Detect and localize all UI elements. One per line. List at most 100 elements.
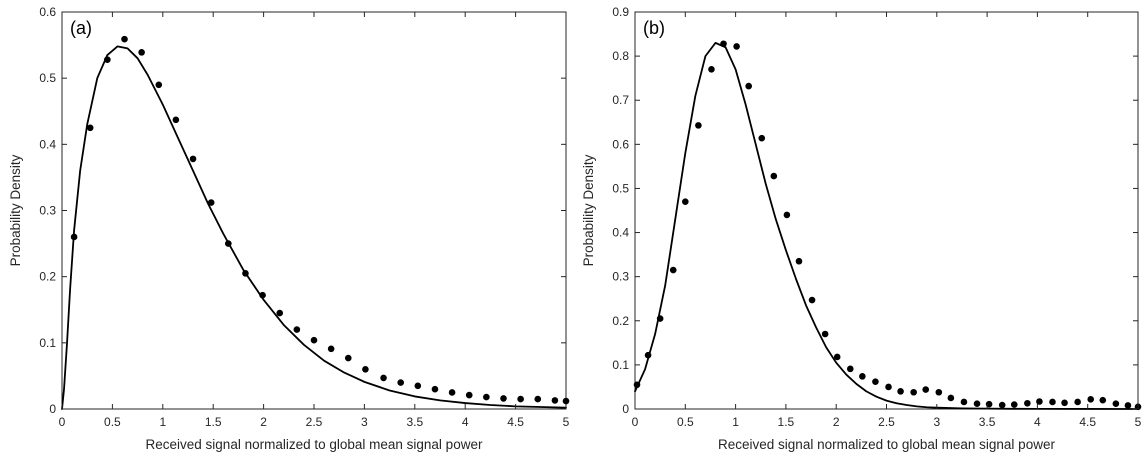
y-axis-label-a: Probability Density [8,154,23,266]
data-point [344,354,352,362]
data-point [551,397,559,404]
x-tick-label: 2.5 [878,415,895,429]
data-point [293,326,301,333]
y-tick-label: 0.1 [612,358,629,372]
data-point [1124,402,1132,409]
x-tick-label: 1 [159,415,166,429]
x-tick-label: 4 [1034,415,1041,429]
x-tick-label: 1.5 [205,415,222,429]
y-tick-label: 0.4 [612,226,629,240]
fit-curve [61,45,567,410]
x-tick-label: 0.5 [104,415,121,429]
data-point [172,116,180,124]
x-tick-label: 5 [563,415,570,429]
data-point [859,373,866,380]
data-point [1010,401,1018,408]
marker-layer-a [70,35,570,405]
x-axis-label-b: Received signal normalized to global mea… [718,437,1055,452]
data-point [1074,398,1081,406]
x-tick-label: 1 [732,415,739,429]
y-tick-label: 0.3 [39,204,56,218]
data-point [669,266,677,274]
data-point [207,199,215,206]
data-point [733,43,740,50]
data-point [758,134,766,142]
curve-layer-b [634,41,1139,410]
data-point [1112,400,1120,408]
x-tick-label: 4 [462,415,469,429]
data-point [682,198,689,205]
data-point [998,401,1006,409]
data-point [708,66,715,73]
plot-area-border [61,11,567,410]
y-tick-label: 0.2 [612,314,629,328]
data-point [770,172,778,180]
data-point [362,366,369,373]
data-point [70,233,78,241]
data-point [1049,398,1056,406]
x-tick-label: 2 [833,415,840,429]
data-point [380,374,387,382]
panel-b: 0 0.5 1 1.5 2 2.5 3 3.5 4 4.5 5 0 0.1 0.2 0.3 0.4 0.5 0.6… [581,5,1142,452]
data-point [846,365,854,373]
data-point [1087,396,1095,403]
data-point [973,400,981,408]
data-point [1036,398,1043,405]
fit-curve [634,41,1139,410]
y-tick-label: 0.8 [612,49,629,63]
data-point [1099,396,1107,404]
x-tick-label: 3.5 [406,415,423,429]
data-point [947,394,955,402]
x-tick-label: 3 [361,415,368,429]
y-tick-label: 0.5 [39,71,56,85]
data-point [656,315,664,322]
data-point [633,381,641,389]
data-point [242,270,249,277]
y-tick-label: 0.6 [612,137,629,151]
data-point [414,382,422,390]
x-tick-label: 1.5 [778,415,795,429]
data-point [795,257,803,265]
panel-a: 0 0.5 1 1.5 2 2.5 3 3.5 4 4.5 5 0 0.1 0.2 0.3 0.4 0.5 0.6… [8,5,570,452]
data-point [534,395,542,403]
x-tick-label: 0 [632,415,639,429]
curve-layer-a [61,45,567,410]
data-point [897,388,904,395]
tick-layer-a: 0 0.5 1 1.5 2 2.5 3 3.5 4 4.5 5 0 0.1 0.2 0.3 0.4 0.5 0.6 [39,5,569,429]
data-point [259,291,266,299]
data-point [783,211,791,219]
x-tick-label: 4.5 [1079,415,1096,429]
data-point [310,336,318,344]
x-tick-label: 3 [933,415,940,429]
x-tick-label: 2 [260,415,267,429]
data-point [276,309,284,317]
data-point [500,395,507,402]
data-point [448,389,456,396]
y-tick-label: 0.9 [612,5,629,19]
data-point [138,49,145,56]
y-tick-label: 0.6 [39,5,56,19]
y-tick-label: 0.2 [39,270,56,284]
data-point [695,122,702,129]
data-point [327,345,335,353]
y-tick-label: 0 [49,402,56,416]
data-point [821,330,829,338]
x-tick-label: 0.5 [677,415,694,429]
data-point [86,124,94,132]
data-point [960,398,968,406]
data-point [808,296,816,304]
data-point [644,351,652,359]
x-axis-label-a: Received signal normalized to global mea… [146,437,483,452]
data-point [562,397,570,405]
data-point [935,388,943,396]
data-point [1024,399,1031,407]
data-point [225,240,232,247]
y-tick-label: 0.7 [612,93,629,107]
data-point [121,35,128,43]
data-point [1061,399,1068,407]
panel-label-a: (a) [70,18,92,38]
axes-frame-a [61,11,567,410]
x-tick-label: 2.5 [306,415,323,429]
y-tick-label: 0 [622,402,629,416]
